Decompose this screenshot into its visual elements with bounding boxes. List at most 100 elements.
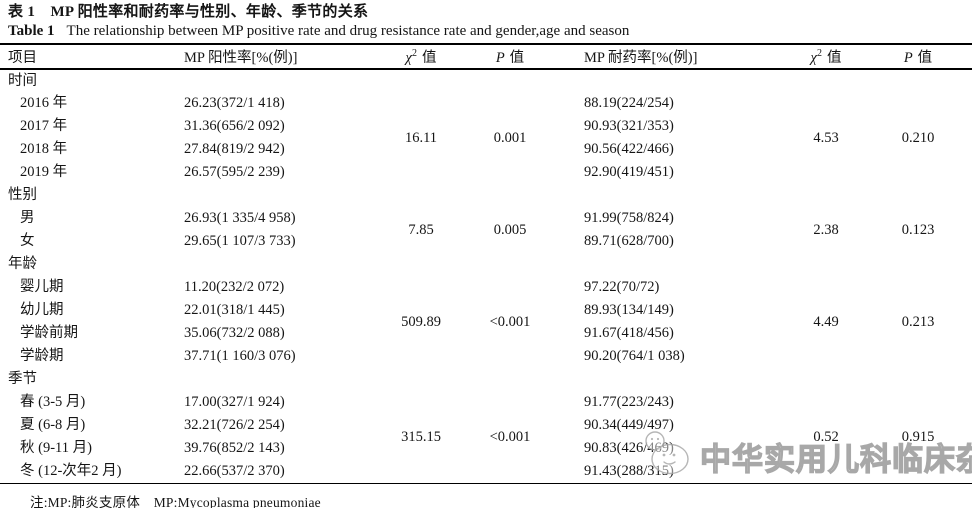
value-suffix: 值	[826, 50, 842, 66]
cell-p-resistance: 0.210	[901, 129, 935, 146]
cell-resistance-rate: 90.20(764/1 038)	[584, 348, 685, 365]
cell-category: 秋 (9-11 月)	[20, 440, 92, 457]
section-label: 时间	[8, 72, 37, 89]
cell-p-positive: 0.001	[493, 129, 527, 146]
cell-p-resistance: 0.213	[901, 313, 935, 330]
cell-category: 婴儿期	[20, 279, 64, 296]
chi-superscript: 2	[411, 48, 417, 60]
cell-resistance-rate: 88.19(224/254)	[584, 95, 674, 112]
cell-positive-rate: 29.65(1 107/3 733)	[184, 233, 296, 250]
cell-category: 夏 (6-8 月)	[20, 417, 86, 434]
cell-chi2-resistance: 0.52	[813, 428, 839, 445]
cell-category: 2018 年	[20, 141, 68, 158]
cell-resistance-rate: 91.67(418/456)	[584, 325, 674, 342]
table-row: 春 (3-5 月) 17.00(327/1 924) 315.15 <0.001…	[0, 391, 972, 444]
table-footnote: 注:MP:肺炎支原体 MP:Mycoplasma pneumoniae	[30, 494, 321, 508]
value-suffix: 值	[509, 50, 525, 66]
table-row: 女 29.65(1 107/3 733) 89.71(628/700)	[0, 230, 972, 253]
cell-positive-rate: 26.23(372/1 418)	[184, 95, 285, 112]
cell-positive-rate: 31.36(656/2 092)	[184, 118, 285, 135]
cell-positive-rate: 32.21(726/2 254)	[184, 417, 285, 434]
chi-superscript: 2	[816, 48, 822, 60]
cell-category: 女	[20, 233, 35, 250]
col-header-positive-rate: MP 阳性率[%(例)]	[184, 50, 298, 66]
table-row: 2016 年 26.23(372/1 418) 16.11 0.001 88.1…	[0, 92, 972, 145]
cell-positive-rate: 22.01(318/1 445)	[184, 302, 285, 319]
cell-positive-rate: 37.71(1 160/3 076)	[184, 348, 296, 365]
cell-positive-rate: 35.06(732/2 088)	[184, 325, 285, 342]
col-header-resistance-rate: MP 耐药率[%(例)]	[584, 50, 698, 66]
cell-chi2-positive: 315.15	[401, 428, 441, 445]
chi-symbol: χ	[405, 50, 412, 66]
table-row: 学龄前期 35.06(732/2 088) 91.67(418/456)	[0, 322, 972, 345]
cell-resistance-rate: 91.77(223/243)	[584, 394, 674, 411]
table-title-en: Table 1 The relationship between MP posit…	[8, 22, 972, 41]
chi-symbol: χ	[810, 50, 817, 66]
cell-positive-rate: 27.84(819/2 942)	[184, 141, 285, 158]
section-row-gender: 性别	[0, 184, 972, 207]
section-row-season: 季节	[0, 368, 972, 391]
cell-positive-rate: 26.93(1 335/4 958)	[184, 210, 296, 227]
table-row: 学龄期 37.71(1 160/3 076) 90.20(764/1 038)	[0, 345, 972, 368]
cell-positive-rate: 26.57(595/2 239)	[184, 164, 285, 181]
cell-chi2-resistance: 2.38	[813, 221, 839, 238]
cell-positive-rate: 11.20(232/2 072)	[184, 279, 285, 296]
cell-chi2-resistance: 4.53	[813, 129, 839, 146]
section-row-age: 年龄	[0, 253, 972, 276]
cell-category: 幼儿期	[20, 302, 64, 319]
cell-chi2-positive: 7.85	[408, 221, 434, 238]
cell-category: 学龄期	[20, 348, 64, 365]
table-row: 男 26.93(1 335/4 958) 7.85 0.005 91.99(75…	[0, 207, 972, 237]
cell-resistance-rate: 90.56(422/466)	[584, 141, 674, 158]
cell-positive-rate: 22.66(537/2 370)	[184, 463, 285, 479]
cell-category: 2016 年	[20, 95, 68, 112]
cell-category: 春 (3-5 月)	[20, 394, 86, 411]
cell-category: 冬 (12-次年2 月)	[20, 463, 122, 479]
cell-chi2-resistance: 4.49	[813, 313, 839, 330]
table-title-en-label: Table 1	[8, 23, 55, 39]
table-row: 冬 (12-次年2 月) 22.66(537/2 370) 91.43(288/…	[0, 460, 972, 483]
table-row: 夏 (6-8 月) 32.21(726/2 254) 90.34(449/497…	[0, 414, 972, 437]
section-label: 季节	[8, 371, 37, 388]
cell-category: 男	[20, 210, 35, 227]
cell-resistance-rate: 90.93(321/353)	[584, 118, 674, 135]
cell-chi2-positive: 509.89	[401, 313, 441, 330]
cell-p-positive: 0.005	[493, 221, 527, 238]
cell-category: 2017 年	[20, 118, 68, 135]
table-row: 2018 年 27.84(819/2 942) 90.56(422/466)	[0, 138, 972, 161]
cell-positive-rate: 17.00(327/1 924)	[184, 394, 285, 411]
cell-resistance-rate: 89.93(134/149)	[584, 302, 674, 319]
cell-resistance-rate: 97.22(70/72)	[584, 279, 660, 296]
cell-chi2-positive: 16.11	[404, 129, 438, 146]
section-row-time: 时间	[0, 69, 972, 92]
cell-p-positive: <0.001	[489, 428, 531, 445]
cell-positive-rate: 39.76(852/2 143)	[184, 440, 285, 457]
table-caption: 表 1 MP 阳性率和耐药率与性别、年龄、季节的关系 Table 1 The re…	[0, 0, 972, 41]
table-row: 婴儿期 11.20(232/2 072) 509.89 <0.001 97.22…	[0, 276, 972, 329]
p-symbol: P	[495, 50, 505, 66]
cell-p-positive: <0.001	[489, 313, 531, 330]
col-header-item: 项目	[8, 50, 37, 66]
value-suffix: 值	[917, 50, 933, 66]
cell-category: 学龄前期	[20, 325, 78, 342]
p-symbol: P	[903, 50, 913, 66]
table-row: 2019 年 26.57(595/2 239) 92.90(419/451)	[0, 161, 972, 184]
table-title-en-text: The relationship between MP positive rat…	[66, 23, 630, 39]
table-row: 2017 年 31.36(656/2 092) 90.93(321/353)	[0, 115, 972, 138]
cell-resistance-rate: 89.71(628/700)	[584, 233, 674, 250]
cell-resistance-rate: 90.34(449/497)	[584, 417, 674, 434]
cell-resistance-rate: 90.83(426/469)	[584, 440, 674, 457]
section-label: 性别	[8, 187, 37, 204]
cell-resistance-rate: 91.99(758/824)	[584, 210, 674, 227]
table-row: 幼儿期 22.01(318/1 445) 89.93(134/149)	[0, 299, 972, 322]
cell-p-resistance: 0.123	[901, 221, 935, 238]
col-header-chi2-resistance: χ2 值	[788, 44, 864, 69]
table-title-zh: 表 1 MP 阳性率和耐药率与性别、年龄、季节的关系	[8, 4, 369, 20]
cell-p-resistance: 0.915	[901, 428, 935, 445]
cell-resistance-rate: 91.43(288/315)	[584, 463, 674, 479]
